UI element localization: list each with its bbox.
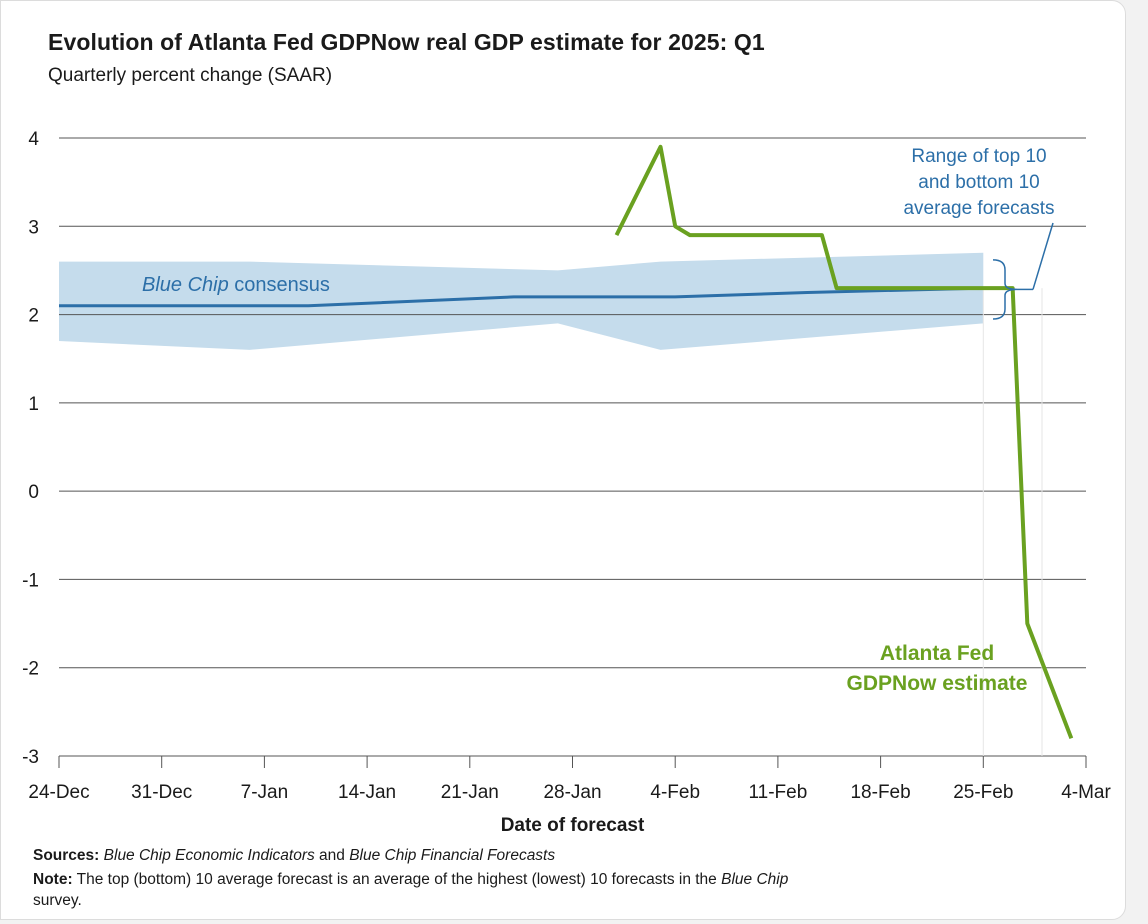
x-tick-label: 24-Dec xyxy=(28,782,89,803)
y-tick-label: 2 xyxy=(28,306,39,327)
x-tick-label: 4-Mar xyxy=(1061,782,1111,803)
chart-subtitle: Quarterly percent change (SAAR) xyxy=(48,65,333,86)
sources-and: and xyxy=(314,847,350,864)
x-tick-label: 4-Feb xyxy=(650,782,700,803)
sources-note: Sources: Blue Chip Economic Indicators a… xyxy=(33,845,555,866)
x-axis-label: Date of forecast xyxy=(501,815,645,836)
blue-chip-consensus-line xyxy=(59,286,984,308)
line-chart: 4 3 2 1 0 -1 -2 -3 24-Dec 31-Dec 7-Jan 14-Jan 21-Jan… xyxy=(22,129,1111,836)
chart-card: Evolution of Atlanta Fed GDPNow real GDP… xyxy=(0,0,1126,920)
range-label-line: average forecasts xyxy=(903,198,1054,219)
x-tick-label: 18-Feb xyxy=(850,782,910,803)
y-tick-label: -3 xyxy=(22,747,39,768)
x-tick-label: 7-Jan xyxy=(241,782,289,803)
sources-publication-1: Blue Chip Economic Indicators xyxy=(103,847,315,864)
gdpnow-line xyxy=(614,144,1074,740)
consensus-label: Blue Chip consensus xyxy=(142,274,330,296)
y-tick-label: 3 xyxy=(28,217,39,238)
range-leader-diag xyxy=(1032,222,1054,290)
x-tick-label: 31-Dec xyxy=(131,782,192,803)
note-italic: Blue Chip xyxy=(721,871,789,888)
gdpnow-label-line: GDPNow estimate xyxy=(847,672,1028,695)
range-label-line: Range of top 10 xyxy=(911,146,1046,167)
footnote: Note: The top (bottom) 10 average foreca… xyxy=(33,869,1033,911)
y-tick-label: -1 xyxy=(22,570,39,591)
x-tick-label: 28-Jan xyxy=(543,782,601,803)
gdpnow-label-line: Atlanta Fed xyxy=(880,642,994,665)
sources-publication-2: Blue Chip Financial Forecasts xyxy=(349,847,556,864)
y-tick-label: 0 xyxy=(28,482,39,503)
y-tick-label: -2 xyxy=(22,659,39,680)
note-label: Note: xyxy=(33,871,73,888)
sources-label: Sources: xyxy=(33,847,100,864)
chart-title: Evolution of Atlanta Fed GDPNow real GDP… xyxy=(48,29,765,55)
y-tick-label: 4 xyxy=(28,129,39,150)
x-tick-label: 21-Jan xyxy=(441,782,499,803)
note-line-2: survey. xyxy=(33,892,82,909)
x-tick-label: 25-Feb xyxy=(953,782,1013,803)
range-label-line: and bottom 10 xyxy=(918,172,1039,193)
y-tick-label: 1 xyxy=(28,394,39,415)
note-text: The top (bottom) 10 average forecast is … xyxy=(72,871,722,888)
forecast-range-band xyxy=(59,252,984,350)
x-tick-label: 14-Jan xyxy=(338,782,396,803)
x-tick-label: 11-Feb xyxy=(749,782,808,803)
